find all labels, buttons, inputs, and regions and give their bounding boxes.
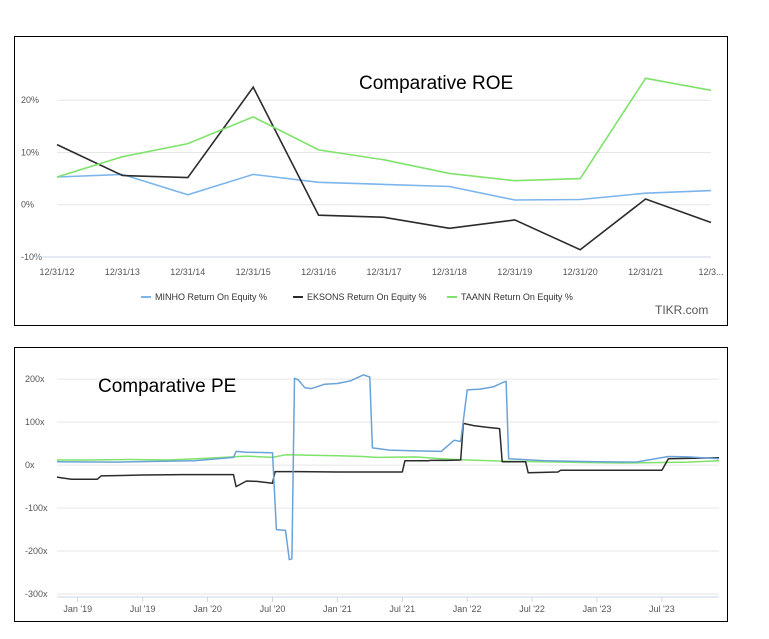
roe-x-tick-label: 12/31/19 [497,267,532,277]
roe-x-tick-label: 12/31/15 [236,267,271,277]
pe-x-tick-label: Jul '21 [389,604,415,614]
pe-series-line-taann [57,454,720,464]
pe-y-tick-label: -200x [25,546,48,556]
roe-chart: 20% 10% 0% -10% 12/31/12 12/31/13 12/31/14 12/3… [21,73,724,317]
pe-chart-title: Comparative PE [98,376,236,397]
pe-x-tick-label: Jan '20 [193,604,222,614]
pe-x-tick-label: Jan '22 [453,604,482,614]
pe-x-tick-label: Jul '22 [519,604,545,614]
pe-series-line-eksons [56,422,720,488]
pe-x-tick-label: Jan '23 [583,604,612,614]
roe-legend-item: EKSONS Return On Equity % [307,292,427,302]
roe-chart-title: Comparative ROE [359,73,513,94]
roe-series-line-minho [56,173,712,201]
pe-chart-panel: 200x 100x 0x -100x -200x -300x Jan '19 Jul '19 J… [14,347,728,622]
pe-x-tick-label: Jul '23 [649,604,675,614]
roe-y-tick-label: 0% [21,200,34,210]
roe-x-tick-label: 12/31/17 [366,267,401,277]
pe-y-tick-label: 0x [25,460,35,470]
pe-y-tick-label: 200x [25,374,45,384]
roe-x-tick-label: 12/3... [698,267,723,277]
roe-y-tick-label: 10% [21,147,39,157]
roe-x-tick-label: 12/31/12 [39,267,74,277]
roe-series-line-eksons [56,85,712,251]
pe-x-tick-label: Jul '20 [260,604,286,614]
pe-x-tick-label: Jul '19 [130,604,156,614]
roe-y-tick-label: -10% [21,252,42,262]
roe-legend-item: MINHO Return On Equity % [155,292,267,302]
roe-series-line-taann [56,77,712,182]
pe-y-tick-label: -100x [25,503,48,513]
roe-x-tick-label: 12/31/18 [432,267,467,277]
roe-legend-item: TAANN Return On Equity % [461,292,573,302]
pe-x-tick-label: Jan '21 [323,604,352,614]
roe-x-tick-label: 12/31/13 [105,267,140,277]
roe-x-tick-label: 12/31/20 [563,267,598,277]
pe-series-line-minho [56,374,720,561]
pe-chart: 200x 100x 0x -100x -200x -300x Jan '19 Jul '19 J… [25,374,720,614]
pe-y-tick-label: 100x [25,417,45,427]
roe-y-tick-label: 20% [21,95,39,105]
roe-x-tick-label: 12/31/14 [170,267,205,277]
tikr-credit: TIKR.com [655,303,708,317]
pe-y-tick-label: -300x [25,589,48,599]
roe-x-tick-label: 12/31/16 [301,267,336,277]
roe-chart-panel: 20% 10% 0% -10% 12/31/12 12/31/13 12/31/14 12/3… [14,36,728,326]
pe-x-tick-label: Jan '19 [63,604,92,614]
roe-x-tick-label: 12/31/21 [628,267,663,277]
